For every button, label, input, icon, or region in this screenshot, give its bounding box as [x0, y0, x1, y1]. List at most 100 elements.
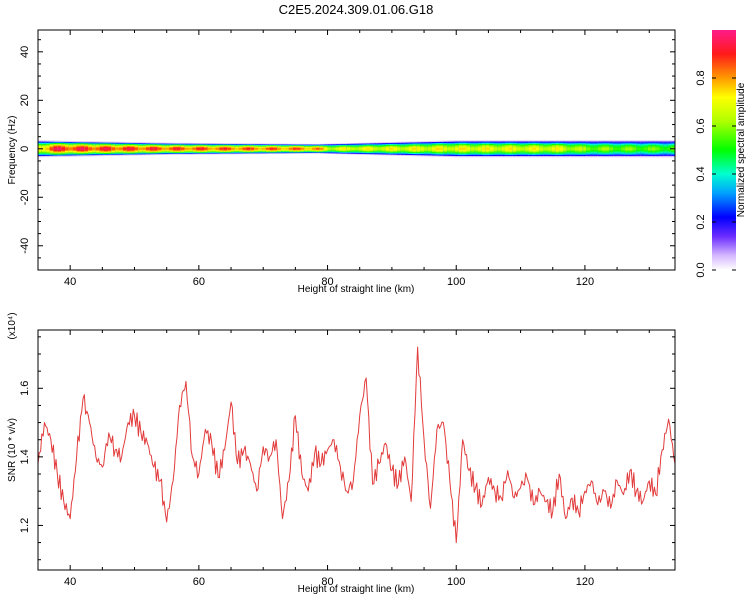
spectrogram-cell: [366, 147, 371, 150]
spectrogram-cell: [582, 147, 587, 150]
snr-frame: [37, 329, 676, 571]
spectrogram-cell: [620, 147, 626, 150]
spectrogram-cell: [211, 147, 217, 150]
spectrogram-cell: [258, 148, 263, 150]
spectrogram-cell: [134, 147, 139, 150]
spectrogram-cell: [250, 148, 255, 150]
spectrogram-cell: [636, 147, 641, 150]
spectrogram-cell: [435, 147, 441, 150]
colorbar-tick-label: 0.2: [695, 214, 707, 229]
spectrogram-cell: [138, 147, 143, 150]
spectrogram-cell: [427, 147, 433, 150]
spectrogram-cell: [207, 147, 213, 150]
colorbar-tick-label: 0.4: [695, 166, 707, 181]
spectrogram-y-tick-label: 0: [19, 146, 31, 152]
spectrogram-cell: [315, 148, 321, 150]
spectrogram-cell: [609, 147, 614, 150]
snr-y-tick-label: 1.6: [19, 381, 31, 396]
spectrogram-y-tick-label: -40: [19, 238, 31, 254]
spectrogram-cell: [53, 147, 58, 150]
spectrogram-cell: [644, 147, 649, 150]
spectrogram-cell: [169, 147, 174, 150]
spectrogram-cell: [370, 147, 375, 150]
spectrogram-cell: [323, 148, 329, 150]
spectrogram-cell: [312, 148, 317, 150]
spectrogram-cell: [180, 147, 186, 150]
spectrogram-cell: [659, 147, 665, 150]
spectrogram-cell: [675, 140, 679, 157]
spectrogram-cell: [536, 147, 541, 150]
spectrogram-cell: [675, 144, 679, 154]
spectrogram-cell: [647, 147, 653, 150]
spectrogram-cell: [667, 147, 672, 150]
spectrogram-cell: [346, 147, 352, 150]
spectrogram-cell: [400, 147, 406, 150]
spectrogram-cell: [45, 147, 51, 150]
spectrogram-cell: [385, 147, 390, 150]
spectrogram-y-label: Frequency (Hz): [7, 116, 18, 185]
spectrogram-cell: [238, 148, 244, 150]
spectrogram-cell: [597, 147, 603, 150]
spectrogram-cell: [373, 147, 379, 150]
spectrogram-cell: [431, 147, 437, 150]
spectrogram-cell: [261, 148, 267, 150]
spectrogram-cell: [304, 148, 309, 150]
spectrogram-cell: [447, 147, 452, 150]
spectrogram-cell: [61, 147, 66, 150]
snr-y-multiplier: (x10⁴): [7, 312, 18, 339]
spectrogram-cell: [227, 147, 232, 150]
spectrogram-cell: [161, 147, 166, 150]
spectrogram-cell: [215, 147, 221, 150]
spectrogram-y-axis: 40 20 0 -20 -40: [19, 39, 675, 259]
snr-y-label: SNR (10 * v/v): [7, 418, 18, 482]
spectrogram-cell: [68, 147, 74, 150]
spectrogram-cell: [651, 147, 657, 150]
spectrogram-cell: [593, 147, 599, 150]
spectrogram-cell: [559, 147, 564, 150]
snr-x-tick-label: 80: [321, 576, 333, 588]
spectrogram-cell: [675, 143, 679, 155]
spectrogram-cell: [296, 148, 302, 150]
spectrogram-y-tick-label: -20: [19, 189, 31, 205]
spectrogram-cell: [555, 147, 560, 150]
spectrogram-cell: [528, 147, 533, 150]
spectrogram-cell: [489, 147, 495, 150]
spectrogram-cell: [617, 147, 622, 150]
spectrogram-cell: [95, 147, 101, 150]
spectrogram-cell: [184, 147, 190, 150]
spectrogram-cell: [285, 148, 290, 150]
spectrogram-cell: [474, 147, 479, 150]
snr-x-tick-label: 120: [576, 576, 594, 588]
spectrogram-cell: [149, 147, 155, 150]
spectrogram-cell: [57, 147, 62, 150]
spectrogram-cell: [439, 147, 444, 150]
snr-x-tick-label: 40: [64, 576, 76, 588]
spectrogram-cell: [458, 147, 464, 150]
spectrogram-cell: [578, 147, 583, 150]
snr-y-axis: 1.2 1.4 1.6: [19, 336, 675, 561]
spectrogram-cell: [574, 147, 580, 150]
spectrogram-cell: [115, 147, 120, 150]
spectrogram-cell: [466, 147, 471, 150]
spectrogram-cell: [524, 147, 529, 150]
spectrogram-cell: [92, 147, 97, 150]
spectrogram-cell: [624, 147, 630, 150]
spectrogram-cell: [281, 148, 286, 150]
spectrogram-cell: [424, 147, 429, 150]
spectrogram-cell: [478, 147, 483, 150]
spectrogram-cell: [505, 147, 510, 150]
spectrogram-cell: [130, 147, 136, 150]
spectrogram-cell: [88, 147, 93, 150]
spectrogram-cell: [331, 148, 336, 150]
spectrogram-cell: [663, 147, 668, 150]
spectrogram-cell: [165, 147, 170, 150]
spectrogram-cell: [204, 147, 209, 150]
spectrogram-cell: [342, 147, 348, 150]
spectrogram-cell: [590, 147, 595, 150]
chart-title: C2E5.2024.309.01.06.G18: [279, 2, 434, 17]
spectrogram-cell: [675, 146, 679, 151]
spectrogram-cell: [234, 148, 240, 150]
spectrogram-cell: [381, 147, 387, 150]
spectrogram-x-label: Height of straight line (km): [298, 284, 415, 295]
